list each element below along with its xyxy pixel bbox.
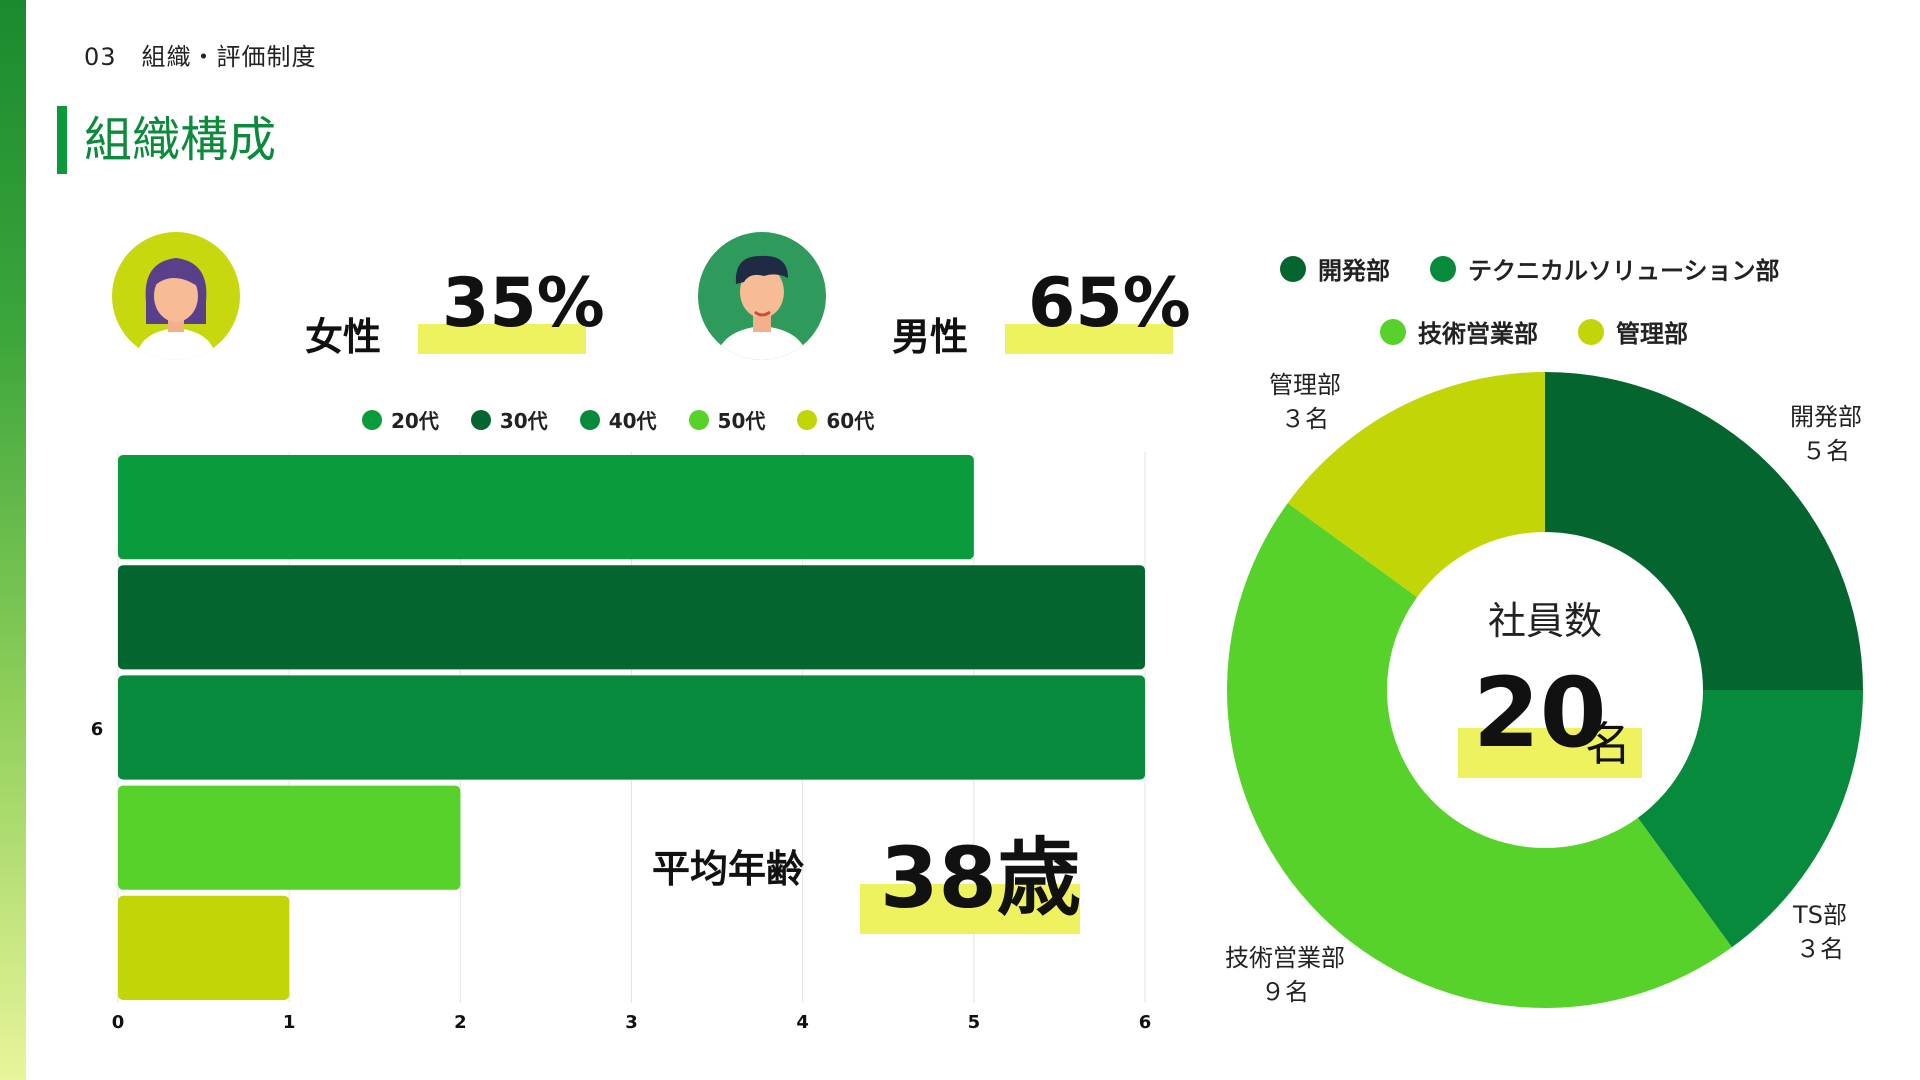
legend-item: 管理部 bbox=[1578, 314, 1688, 349]
male-avatar-icon bbox=[698, 232, 826, 360]
bar-60代 bbox=[118, 895, 290, 1000]
donut-center-unit: 名 bbox=[1585, 717, 1631, 771]
legend-item: 30代 bbox=[470, 405, 548, 434]
pie-legend-row-2: 技術営業部 管理部 bbox=[1380, 314, 1728, 349]
legend-swatch bbox=[1430, 255, 1456, 282]
donut-center-highlight bbox=[1458, 728, 1642, 778]
legend-label: 40代 bbox=[608, 409, 657, 433]
bar-30代 bbox=[118, 565, 1145, 670]
legend-item: テクニカルソリューション部 bbox=[1430, 251, 1780, 286]
bar-20代 bbox=[118, 455, 974, 560]
x-tick-label: 1 bbox=[283, 1012, 296, 1033]
legend-swatch bbox=[579, 409, 600, 430]
x-tick-label: 0 bbox=[112, 1012, 125, 1033]
donut-center-value: 20 bbox=[1473, 657, 1607, 769]
legend-swatch bbox=[362, 409, 382, 430]
x-tick-label: 6 bbox=[1139, 1012, 1152, 1033]
legend-label: テクニカルソリューション部 bbox=[1468, 257, 1780, 285]
legend-item: 技術営業部 bbox=[1380, 314, 1538, 349]
slice-label-ts: TS部 ３名 bbox=[1770, 898, 1870, 966]
bar-40代 bbox=[118, 675, 1145, 780]
male-label: 男性 bbox=[892, 315, 969, 359]
slice-label-count: ３名 bbox=[1796, 935, 1844, 963]
slice-label-name: TS部 bbox=[1793, 901, 1847, 929]
y-axis-label: 6 bbox=[91, 719, 104, 740]
slice-label-name: 開発部 bbox=[1790, 403, 1862, 431]
slice-label-count: ９名 bbox=[1261, 978, 1309, 1006]
section-label: 03 組織・評価制度 bbox=[84, 43, 317, 71]
legend-label: 20代 bbox=[391, 409, 439, 433]
slice-開発部 bbox=[1545, 372, 1863, 690]
legend-item: 50代 bbox=[688, 405, 766, 434]
legend-item: 20代 bbox=[362, 405, 439, 434]
female-percentage: 35% bbox=[442, 264, 605, 343]
average-age-label: 平均年齢 bbox=[652, 847, 805, 891]
legend-label: 60代 bbox=[826, 409, 875, 433]
page-title: 組織構成 bbox=[84, 112, 277, 168]
side-gradient-bar bbox=[0, 0, 26, 1080]
x-tick-label: 3 bbox=[625, 1012, 638, 1033]
slice-TS部 bbox=[1637, 690, 1863, 948]
slice-label-name: 技術営業部 bbox=[1225, 944, 1345, 972]
legend-label: 50代 bbox=[717, 409, 766, 433]
legend-swatch bbox=[470, 409, 491, 430]
slice-技術営業部 bbox=[1227, 503, 1732, 1008]
legend-label: 開発部 bbox=[1318, 257, 1390, 285]
slice-label-sales: 技術営業部 ９名 bbox=[1210, 941, 1360, 1009]
female-highlight bbox=[418, 324, 586, 354]
legend-item: 開発部 bbox=[1280, 251, 1390, 286]
bar-50代 bbox=[118, 785, 461, 890]
average-age-highlight bbox=[860, 884, 1080, 934]
pie-legend-row-1: 開発部 テクニカルソリューション部 bbox=[1280, 251, 1820, 286]
legend-swatch bbox=[797, 409, 818, 430]
female-avatar-icon bbox=[112, 232, 240, 360]
bar-chart-legend: 20代 30代 40代 50代 60代 bbox=[362, 405, 906, 434]
slice-label-count: ３名 bbox=[1281, 405, 1329, 433]
legend-label: 管理部 bbox=[1616, 320, 1688, 348]
average-age-value: 38歳 bbox=[880, 829, 1081, 927]
legend-swatch bbox=[688, 409, 709, 430]
female-label: 女性 bbox=[305, 315, 382, 359]
legend-swatch bbox=[1578, 318, 1604, 345]
male-percentage: 65% bbox=[1028, 264, 1191, 343]
donut-center-title: 社員数 bbox=[1487, 599, 1602, 643]
legend-label: 技術営業部 bbox=[1418, 320, 1538, 348]
legend-label: 30代 bbox=[499, 409, 548, 433]
title-accent-bar bbox=[57, 106, 67, 174]
slice-label-count: ５名 bbox=[1802, 437, 1850, 465]
legend-item: 40代 bbox=[579, 405, 657, 434]
male-highlight bbox=[1005, 324, 1173, 354]
slice-label-dev: 開発部 ５名 bbox=[1776, 400, 1876, 468]
slice-label-admin: 管理部 ３名 bbox=[1255, 368, 1355, 436]
legend-swatch bbox=[1280, 255, 1306, 282]
slice-label-name: 管理部 bbox=[1269, 371, 1341, 399]
x-tick-label: 4 bbox=[796, 1012, 809, 1033]
slice-管理部 bbox=[1287, 372, 1545, 598]
legend-item: 60代 bbox=[797, 405, 874, 434]
x-tick-label: 5 bbox=[968, 1012, 981, 1033]
x-tick-label: 2 bbox=[454, 1012, 467, 1033]
legend-swatch bbox=[1380, 318, 1406, 345]
